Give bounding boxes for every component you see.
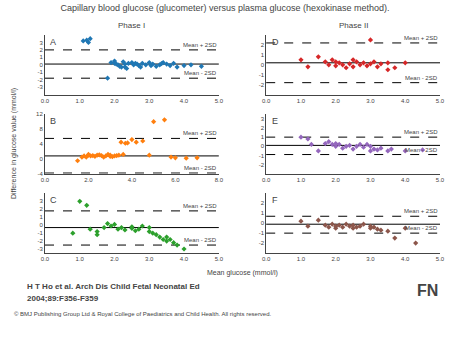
svg-text:-1: -1 bbox=[37, 230, 43, 236]
svg-text:-3: -3 bbox=[37, 246, 43, 252]
svg-text:6.0: 6.0 bbox=[171, 177, 180, 183]
svg-text:2.0: 2.0 bbox=[332, 256, 341, 262]
svg-text:1.0: 1.0 bbox=[76, 256, 85, 262]
svg-text:2.0: 2.0 bbox=[332, 177, 341, 183]
svg-text:-2: -2 bbox=[37, 77, 43, 83]
svg-text:8: 8 bbox=[39, 126, 43, 132]
svg-text:1.0: 1.0 bbox=[297, 256, 306, 262]
svg-text:-2: -2 bbox=[259, 82, 265, 88]
svg-text:5.0: 5.0 bbox=[215, 256, 224, 262]
svg-text:1: 1 bbox=[39, 54, 43, 60]
svg-text:1.0: 1.0 bbox=[297, 177, 306, 183]
svg-text:-2: -2 bbox=[259, 162, 265, 168]
svg-text:E: E bbox=[272, 116, 278, 126]
svg-text:2: 2 bbox=[39, 47, 43, 53]
svg-text:Mean + 2SD: Mean + 2SD bbox=[404, 35, 438, 41]
svg-text:2004;89:F356-F359: 2004;89:F356-F359 bbox=[27, 294, 99, 303]
svg-text:0.0: 0.0 bbox=[41, 177, 50, 183]
svg-text:FN: FN bbox=[417, 282, 438, 299]
svg-text:4.0: 4.0 bbox=[180, 98, 189, 104]
svg-text:2: 2 bbox=[261, 125, 265, 131]
svg-text:3.0: 3.0 bbox=[145, 256, 154, 262]
svg-text:Phase I: Phase I bbox=[118, 21, 145, 30]
svg-text:4.0: 4.0 bbox=[180, 256, 189, 262]
svg-text:0.0: 0.0 bbox=[262, 256, 271, 262]
svg-text:-1: -1 bbox=[259, 153, 265, 159]
svg-text:3.0: 3.0 bbox=[366, 98, 375, 104]
svg-text:0: 0 bbox=[39, 222, 43, 228]
svg-text:2.0: 2.0 bbox=[110, 256, 119, 262]
svg-text:3: 3 bbox=[261, 116, 265, 122]
svg-text:0: 0 bbox=[39, 156, 43, 162]
svg-text:1: 1 bbox=[261, 52, 265, 58]
svg-text:3: 3 bbox=[39, 40, 43, 46]
svg-text:8.0: 8.0 bbox=[215, 177, 224, 183]
svg-text:3.0: 3.0 bbox=[366, 177, 375, 183]
svg-text:1: 1 bbox=[39, 214, 43, 220]
svg-text:Mean + 2SD: Mean + 2SD bbox=[404, 208, 438, 214]
svg-text:-1: -1 bbox=[37, 69, 43, 75]
svg-text:Mean + 2SD: Mean + 2SD bbox=[183, 203, 217, 209]
svg-text:2.0: 2.0 bbox=[332, 98, 341, 104]
svg-text:-1: -1 bbox=[259, 72, 265, 78]
svg-text:2.0: 2.0 bbox=[84, 177, 93, 183]
svg-text:Mean - 2SD: Mean - 2SD bbox=[405, 147, 438, 153]
svg-text:5.0: 5.0 bbox=[436, 256, 445, 262]
svg-text:-1: -1 bbox=[259, 230, 265, 236]
svg-text:12: 12 bbox=[36, 111, 43, 117]
svg-text:C: C bbox=[50, 195, 57, 205]
svg-text:Mean + 2SD: Mean + 2SD bbox=[183, 42, 217, 48]
svg-text:Mean + 2SD: Mean + 2SD bbox=[404, 129, 438, 135]
svg-text:4: 4 bbox=[39, 141, 43, 147]
svg-text:0.0: 0.0 bbox=[41, 256, 50, 262]
svg-text:4.0: 4.0 bbox=[401, 98, 410, 104]
svg-text:Mean - 2SD: Mean - 2SD bbox=[184, 237, 217, 243]
svg-text:0.0: 0.0 bbox=[262, 98, 271, 104]
svg-text:1: 1 bbox=[261, 210, 265, 216]
svg-text:-3: -3 bbox=[37, 84, 43, 90]
svg-text:3: 3 bbox=[39, 198, 43, 204]
svg-text:© BMJ Publishing Group Ltd & R: © BMJ Publishing Group Ltd & Royal Colle… bbox=[14, 311, 272, 317]
svg-text:3.0: 3.0 bbox=[366, 256, 375, 262]
svg-text:5.0: 5.0 bbox=[436, 98, 445, 104]
svg-text:A: A bbox=[50, 37, 56, 47]
svg-text:Mean - 2SD: Mean - 2SD bbox=[184, 70, 217, 76]
svg-text:1.0: 1.0 bbox=[297, 98, 306, 104]
svg-text:Mean glucose (mmol/l): Mean glucose (mmol/l) bbox=[207, 269, 278, 277]
svg-text:5.0: 5.0 bbox=[215, 98, 224, 104]
svg-text:Mean + 2SD: Mean + 2SD bbox=[183, 130, 217, 136]
svg-text:F: F bbox=[272, 195, 278, 205]
svg-text:B: B bbox=[50, 116, 56, 126]
svg-text:Mean - 2SD: Mean - 2SD bbox=[184, 165, 217, 171]
svg-text:1: 1 bbox=[261, 134, 265, 140]
svg-text:-2: -2 bbox=[37, 238, 43, 244]
svg-text:5.0: 5.0 bbox=[436, 177, 445, 183]
svg-text:2.0: 2.0 bbox=[110, 98, 119, 104]
svg-text:4.0: 4.0 bbox=[401, 177, 410, 183]
svg-text:-2: -2 bbox=[259, 240, 265, 246]
svg-text:0: 0 bbox=[261, 62, 265, 68]
svg-text:-4: -4 bbox=[37, 171, 43, 177]
svg-text:H T Ho et al. Arch Dis Child F: H T Ho et al. Arch Dis Child Fetal Neona… bbox=[27, 282, 200, 291]
svg-text:1.0: 1.0 bbox=[76, 98, 85, 104]
svg-text:D: D bbox=[272, 37, 279, 47]
svg-text:2: 2 bbox=[261, 42, 265, 48]
svg-text:Capillary blood glucose (gluco: Capillary blood glucose (glucometer) ver… bbox=[60, 3, 389, 13]
svg-text:4.0: 4.0 bbox=[401, 256, 410, 262]
svg-text:0.0: 0.0 bbox=[262, 177, 271, 183]
svg-text:3.0: 3.0 bbox=[145, 98, 154, 104]
svg-text:2: 2 bbox=[39, 206, 43, 212]
svg-text:Mean - 2SD: Mean - 2SD bbox=[405, 225, 438, 231]
svg-text:0.0: 0.0 bbox=[41, 98, 50, 104]
svg-text:0: 0 bbox=[39, 62, 43, 68]
svg-text:0: 0 bbox=[261, 143, 265, 149]
svg-text:Difference in glucose value (m: Difference in glucose value (mmol/l) bbox=[10, 88, 18, 199]
svg-text:Phase II: Phase II bbox=[339, 21, 368, 30]
svg-text:2: 2 bbox=[261, 200, 265, 206]
svg-text:Mean - 2SD: Mean - 2SD bbox=[405, 75, 438, 81]
svg-text:4.0: 4.0 bbox=[128, 177, 137, 183]
svg-text:0: 0 bbox=[261, 220, 265, 226]
